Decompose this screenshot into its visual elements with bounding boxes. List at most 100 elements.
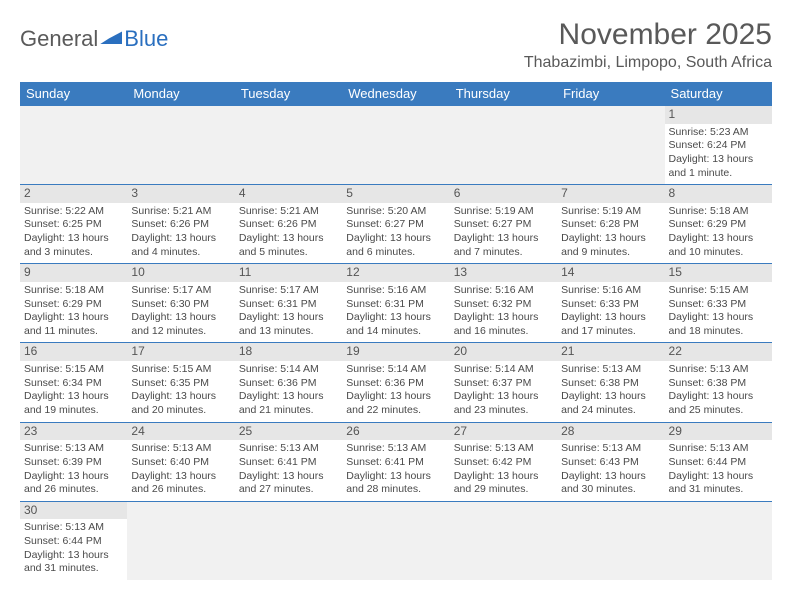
day-number: 29: [665, 423, 772, 441]
daylight-text: Daylight: 13 hours and 12 minutes.: [131, 311, 230, 338]
sunrise-text: Sunrise: 5:13 AM: [24, 442, 123, 456]
sunset-text: Sunset: 6:24 PM: [669, 139, 768, 153]
daylight-text: Daylight: 13 hours and 28 minutes.: [346, 470, 445, 497]
sunrise-text: Sunrise: 5:13 AM: [346, 442, 445, 456]
day-cell: 28Sunrise: 5:13 AMSunset: 6:43 PMDayligh…: [557, 423, 664, 501]
day-number: 9: [20, 264, 127, 282]
day-cell-blank: [127, 106, 234, 184]
day-cell-blank: [450, 106, 557, 184]
sunrise-text: Sunrise: 5:18 AM: [24, 284, 123, 298]
month-title: November 2025: [524, 18, 772, 52]
sunrise-text: Sunrise: 5:23 AM: [669, 126, 768, 140]
daylight-text: Daylight: 13 hours and 30 minutes.: [561, 470, 660, 497]
day-cell-blank: [342, 106, 449, 184]
day-cell: 9Sunrise: 5:18 AMSunset: 6:29 PMDaylight…: [20, 264, 127, 342]
sunrise-text: Sunrise: 5:13 AM: [24, 521, 123, 535]
week-row: 9Sunrise: 5:18 AMSunset: 6:29 PMDaylight…: [20, 264, 772, 343]
day-cell-blank: [127, 502, 234, 580]
day-number: 13: [450, 264, 557, 282]
daylight-text: Daylight: 13 hours and 5 minutes.: [239, 232, 338, 259]
daylight-text: Daylight: 13 hours and 9 minutes.: [561, 232, 660, 259]
sunrise-text: Sunrise: 5:13 AM: [669, 442, 768, 456]
day-number: 21: [557, 343, 664, 361]
week-row: 16 Sunrise: 5:15 AMSunset: 6:34 PM Dayligh…: [20, 343, 772, 422]
daylight-text: Daylight: 13 hours and 24 minutes.: [561, 390, 660, 417]
dow-sat: Saturday: [665, 82, 772, 106]
day-cell-blank: [235, 502, 342, 580]
daylight-text: Daylight: 13 hours and 21 minutes.: [239, 390, 338, 417]
day-cell: 13 Sunrise: 5:16 AMSunset: 6:32 PMDayligh…: [450, 264, 557, 342]
sunrise-text: Sunrise: 5:21 AM: [131, 205, 230, 219]
sunset-text: Sunset: 6:31 PM: [346, 298, 445, 312]
day-number-blank: [557, 502, 664, 520]
day-cell: 20Sunrise: 5:14 AMSunset: 6:37 PMDayligh…: [450, 343, 557, 421]
day-cell-blank: [450, 502, 557, 580]
day-cell-blank: [20, 106, 127, 184]
daylight-text: Daylight: 13 hours and 18 minutes.: [669, 311, 768, 338]
day-cell: 11Sunrise: 5:17 AMSunset: 6:31 PMDayligh…: [235, 264, 342, 342]
day-cell: 22Sunrise: 5:13 AMSunset: 6:38 PMDayligh…: [665, 343, 772, 421]
daylight-text: Daylight: 13 hours and 14 minutes.: [346, 311, 445, 338]
sunset-text: Sunset: 6:39 PM: [24, 456, 123, 470]
day-cell: 18Sunrise: 5:14 AMSunset: 6:36 PMDayligh…: [235, 343, 342, 421]
sunset-text: Sunset: 6:37 PM: [454, 377, 553, 391]
day-number: 27: [450, 423, 557, 441]
sunset-text: Sunset: 6:41 PM: [346, 456, 445, 470]
sunrise-text: Sunrise: 5:16 AM: [454, 284, 553, 298]
day-cell: 16Sunrise: 5:15 AMSunset: 6:34 PMDayligh…: [20, 343, 127, 421]
day-number-blank: [342, 106, 449, 124]
day-cell: 8Sunrise: 5:18 AMSunset: 6:29 PMDaylight…: [665, 185, 772, 263]
day-cell: 5Sunrise: 5:20 AMSunset: 6:27 PMDaylight…: [342, 185, 449, 263]
sunrise-text: Sunrise: 5:14 AM: [239, 363, 338, 377]
daylight-text: Daylight: 13 hours and 16 minutes.: [454, 311, 553, 338]
sunrise-text: Sunrise: 5:21 AM: [239, 205, 338, 219]
day-number: 25: [235, 423, 342, 441]
daylight-text: Daylight: 13 hours and 10 minutes.: [669, 232, 768, 259]
day-number: 4: [235, 185, 342, 203]
title-block: November 2025 Thabazimbi, Limpopo, South…: [524, 18, 772, 72]
dow-tue: Tuesday: [235, 82, 342, 106]
day-cell-blank: [342, 502, 449, 580]
sunset-text: Sunset: 6:30 PM: [131, 298, 230, 312]
week-row: 1Sunrise: 5:23 AMSunset: 6:24 PMDaylight…: [20, 106, 772, 185]
day-number: 20: [450, 343, 557, 361]
dow-fri: Friday: [557, 82, 664, 106]
daylight-text: Daylight: 13 hours and 6 minutes.: [346, 232, 445, 259]
daylight-text: Daylight: 13 hours and 29 minutes.: [454, 470, 553, 497]
day-cell: 15Sunrise: 5:15 AMSunset: 6:33 PMDayligh…: [665, 264, 772, 342]
day-number: 10: [127, 264, 234, 282]
sunset-text: Sunset: 6:33 PM: [561, 298, 660, 312]
sunset-text: Sunset: 6:34 PM: [24, 377, 123, 391]
sunset-text: Sunset: 6:44 PM: [24, 535, 123, 549]
day-number: 7: [557, 185, 664, 203]
day-number: 14: [557, 264, 664, 282]
sunset-text: Sunset: 6:26 PM: [239, 218, 338, 232]
dow-thu: Thursday: [450, 82, 557, 106]
day-cell: 19Sunrise: 5:14 AMSunset: 6:36 PMDayligh…: [342, 343, 449, 421]
sunrise-text: Sunrise: 5:17 AM: [239, 284, 338, 298]
sunrise-text: Sunrise: 5:15 AM: [24, 363, 123, 377]
sunset-text: Sunset: 6:29 PM: [669, 218, 768, 232]
sunrise-text: Sunrise: 5:13 AM: [131, 442, 230, 456]
weeks-container: 1Sunrise: 5:23 AMSunset: 6:24 PMDaylight…: [20, 106, 772, 580]
day-cell: 4 Sunrise: 5:21 AMSunset: 6:26 PMDaylight…: [235, 185, 342, 263]
daylight-text: Daylight: 13 hours and 17 minutes.: [561, 311, 660, 338]
logo-text-2: Blue: [124, 26, 168, 52]
day-number: 16: [20, 343, 127, 361]
day-number-blank: [450, 502, 557, 520]
day-number: 15: [665, 264, 772, 282]
day-number: 23: [20, 423, 127, 441]
sunset-text: Sunset: 6:31 PM: [239, 298, 338, 312]
sunrise-text: Sunrise: 5:17 AM: [131, 284, 230, 298]
daylight-text: Daylight: 13 hours and 25 minutes.: [669, 390, 768, 417]
sunrise-text: Sunrise: 5:13 AM: [561, 442, 660, 456]
day-cell: 14Sunrise: 5:16 AMSunset: 6:33 PMDayligh…: [557, 264, 664, 342]
header: General Blue November 2025 Thabazimbi, L…: [20, 18, 772, 72]
sunset-text: Sunset: 6:42 PM: [454, 456, 553, 470]
sunrise-text: Sunrise: 5:22 AM: [24, 205, 123, 219]
week-row: 23Sunrise: 5:13 AMSunset: 6:39 PMDayligh…: [20, 423, 772, 502]
day-cell-blank: [235, 106, 342, 184]
sunset-text: Sunset: 6:32 PM: [454, 298, 553, 312]
daylight-text: Daylight: 13 hours and 31 minutes.: [669, 470, 768, 497]
day-number-blank: [665, 502, 772, 520]
